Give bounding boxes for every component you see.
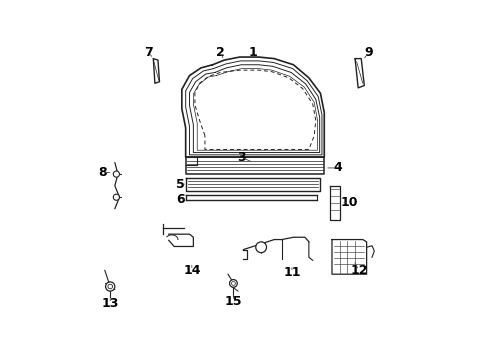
Text: 15: 15: [224, 294, 242, 308]
Circle shape: [256, 242, 267, 253]
Text: 12: 12: [350, 264, 368, 277]
Text: 10: 10: [340, 196, 358, 209]
Circle shape: [113, 171, 120, 177]
Text: 13: 13: [101, 297, 119, 310]
Text: 14: 14: [183, 264, 200, 277]
Text: 3: 3: [237, 150, 245, 164]
Text: 4: 4: [334, 161, 343, 175]
Text: 7: 7: [145, 46, 153, 59]
Circle shape: [229, 280, 237, 287]
Text: 2: 2: [216, 46, 225, 59]
Circle shape: [231, 282, 235, 285]
Text: 11: 11: [283, 266, 301, 279]
Circle shape: [108, 284, 113, 289]
Text: 6: 6: [176, 193, 185, 206]
Circle shape: [113, 194, 120, 200]
Circle shape: [106, 282, 115, 291]
Text: 5: 5: [176, 177, 185, 190]
Text: 8: 8: [98, 166, 107, 179]
Text: 9: 9: [365, 46, 373, 59]
Text: 1: 1: [249, 46, 258, 59]
